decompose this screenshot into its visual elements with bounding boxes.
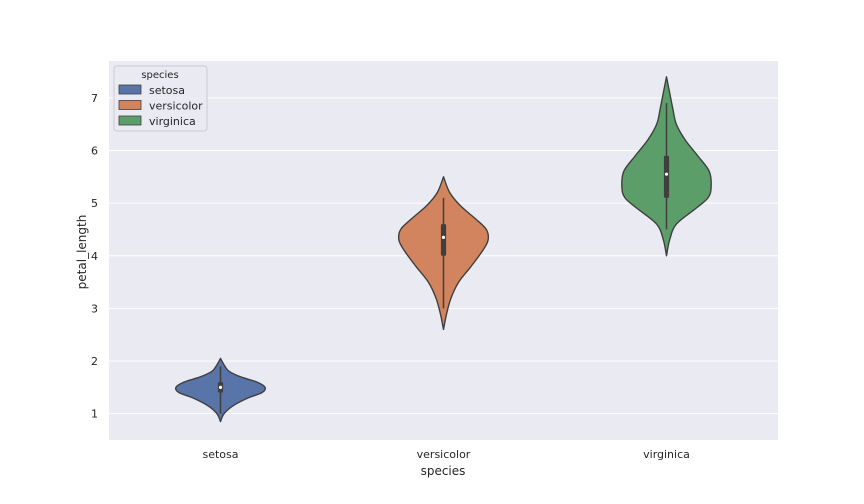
x-tick-label-versicolor: versicolor [417,448,471,461]
iqr-box-versicolor [440,224,447,256]
median-point-versicolor [441,235,446,239]
legend-swatch-setosa [118,84,142,95]
y-axis-ticks: 1 2 3 4 5 6 7 [91,92,98,421]
x-axis-label: species [421,464,466,478]
violins [174,76,712,423]
y-tick-label: 2 [91,355,98,368]
violin-versicolor [397,176,490,331]
x-axis-ticks: setosa versicolor virginica [202,448,689,461]
y-tick-label: 5 [91,197,98,210]
y-tick-label: 4 [91,250,98,263]
legend-label-virginica: virginica [149,115,196,128]
y-tick-label: 1 [91,408,98,421]
legend: species setosa versicolor virginica [113,65,208,132]
legend-label-versicolor: versicolor [149,100,203,113]
legend-swatch-versicolor [118,100,142,110]
y-tick-label: 6 [91,144,98,157]
x-tick-label-setosa: setosa [202,448,238,461]
legend-box [113,65,208,132]
y-axis-label: petal_length [75,215,89,290]
iqr-box-virginica [663,155,670,198]
median-point-virginica [664,172,669,176]
legend-title: species [141,70,178,81]
legend-label-setosa: setosa [149,84,185,97]
median-point-setosa [218,385,223,389]
y-tick-label: 7 [91,92,98,105]
x-tick-label-virginica: virginica [643,448,690,461]
y-tick-label: 3 [91,302,98,315]
legend-swatch-virginica [118,115,142,126]
violin-setosa [174,357,267,423]
violin-virginica [621,76,712,257]
